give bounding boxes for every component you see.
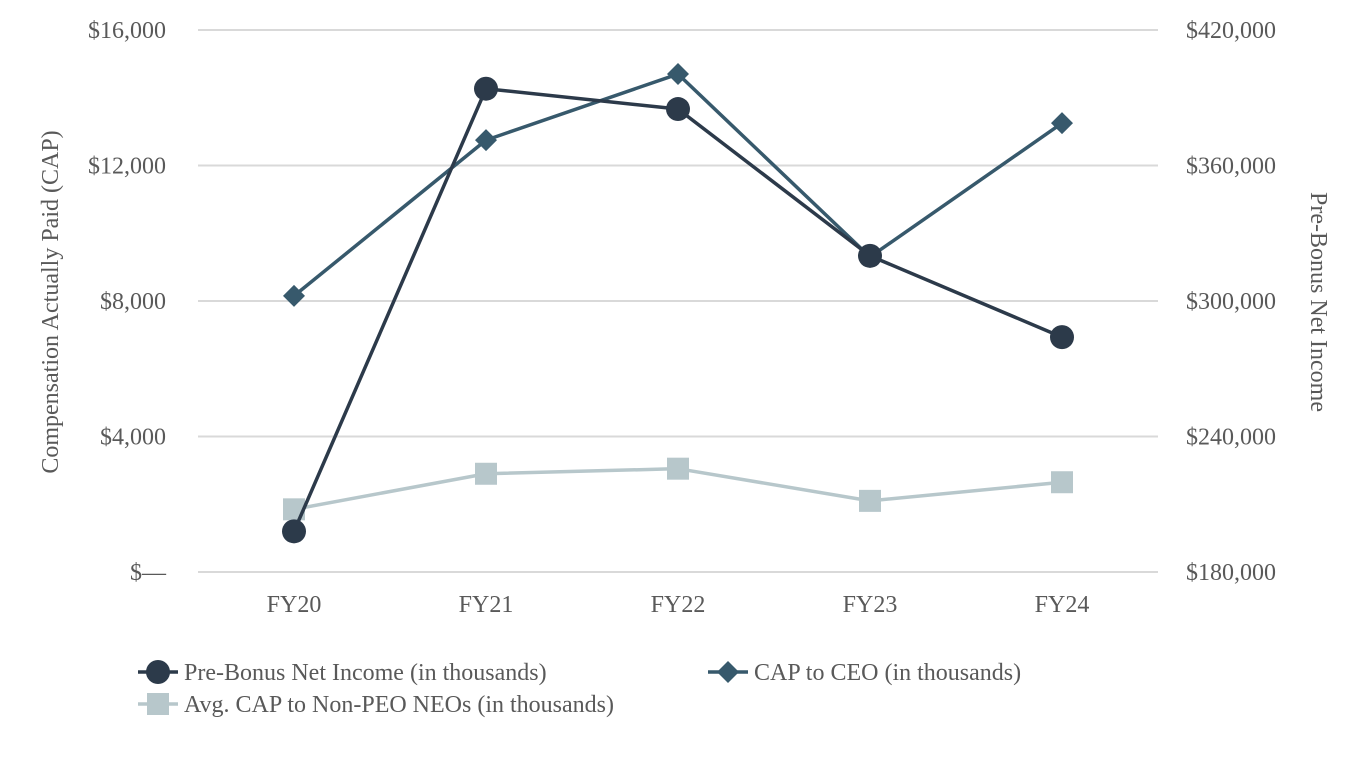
legend-label: Avg. CAP to Non-PEO NEOs (in thousands) xyxy=(184,692,614,718)
data-point xyxy=(858,243,882,268)
data-point xyxy=(859,489,881,512)
x-tick-label: FY20 xyxy=(267,592,322,618)
x-tick-label: FY22 xyxy=(651,592,706,618)
left-axis-title: Compensation Actually Paid (CAP) xyxy=(38,130,64,473)
data-point xyxy=(1051,112,1073,135)
data-point xyxy=(666,97,690,122)
left-tick-label: $— xyxy=(130,560,167,586)
right-tick-label: $300,000 xyxy=(1186,289,1276,315)
right-tick-label: $360,000 xyxy=(1186,154,1276,180)
data-point xyxy=(475,462,497,485)
data-point xyxy=(667,457,689,480)
right-tick-label: $240,000 xyxy=(1186,425,1276,451)
x-axis-ticks: FY20 FY21 FY22 FY23 FY24 xyxy=(267,592,1090,618)
series-circle xyxy=(282,76,1074,544)
left-tick-label: $12,000 xyxy=(88,154,166,180)
right-axis-title: Pre-Bonus Net Income xyxy=(1305,192,1331,412)
x-tick-label: FY21 xyxy=(459,592,514,618)
x-tick-label: FY23 xyxy=(843,592,898,618)
data-point xyxy=(282,519,306,544)
data-point xyxy=(667,63,689,86)
right-axis-ticks: $180,000 $240,000 $300,000 $360,000 $420,000 xyxy=(1186,18,1276,586)
series-layer xyxy=(282,63,1074,544)
left-tick-label: $8,000 xyxy=(100,289,166,315)
left-tick-label: $16,000 xyxy=(88,18,166,44)
right-tick-label: $420,000 xyxy=(1186,18,1276,44)
legend: Pre-Bonus Net Income (in thousands) CAP t… xyxy=(138,660,1021,718)
legend-marker xyxy=(146,660,170,684)
legend-label: CAP to CEO (in thousands) xyxy=(754,660,1021,686)
legend-label: Pre-Bonus Net Income (in thousands) xyxy=(184,660,547,686)
series-square xyxy=(283,457,1073,521)
legend-item: CAP to CEO (in thousands) xyxy=(708,660,1021,686)
data-point xyxy=(474,76,498,101)
legend-item: Avg. CAP to Non-PEO NEOs (in thousands) xyxy=(138,692,614,718)
gridlines xyxy=(198,29,1158,573)
data-point xyxy=(1051,471,1073,494)
legend-item: Pre-Bonus Net Income (in thousands) xyxy=(138,660,547,686)
right-tick-label: $180,000 xyxy=(1186,560,1276,586)
data-point xyxy=(475,129,497,152)
left-axis-ticks: $— $4,000 $8,000 $12,000 $16,000 xyxy=(88,18,167,586)
x-tick-label: FY24 xyxy=(1035,592,1090,618)
legend-marker xyxy=(147,693,169,715)
data-point xyxy=(1050,325,1074,350)
left-tick-label: $4,000 xyxy=(100,425,166,451)
legend-marker xyxy=(717,661,739,683)
data-point xyxy=(283,284,305,307)
